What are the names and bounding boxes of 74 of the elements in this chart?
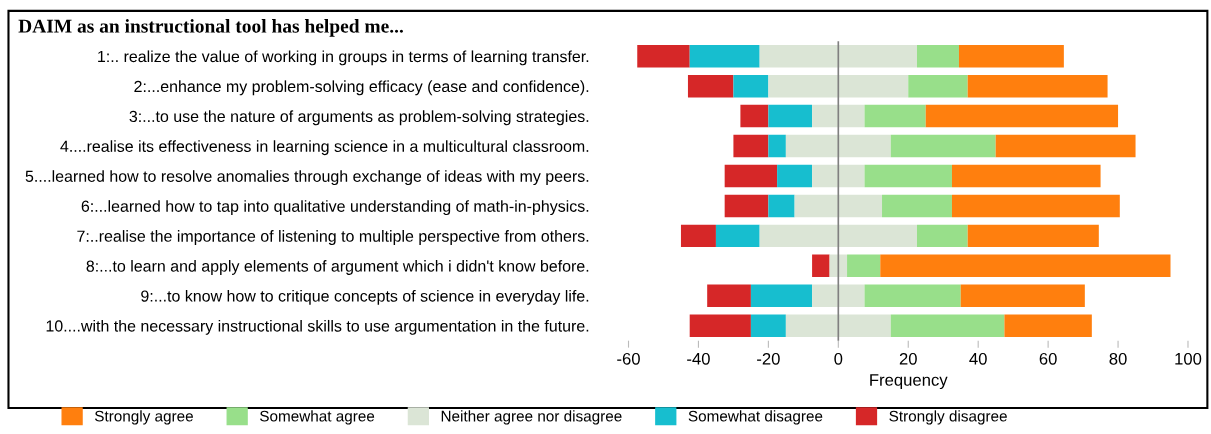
bar bbox=[794, 194, 883, 218]
bar bbox=[785, 134, 891, 158]
bar bbox=[864, 164, 952, 188]
y-tick-label: 5....learned how to resolve anomalies through exchange of ideas with my peers. bbox=[25, 170, 589, 186]
y-tick-label: 8:...to learn and apply elements of argument which i didn't know before. bbox=[86, 260, 589, 275]
y-tick-label: 6:...learned how to tap into qualitative understanding of math-in-physics. bbox=[81, 200, 589, 216]
legend-label: Somewhat agree bbox=[260, 410, 375, 425]
bar bbox=[847, 254, 881, 278]
bar bbox=[759, 44, 917, 68]
bar bbox=[750, 314, 786, 337]
y-tick-label: 1:.. realize the value of working in groups in terms of learning transfer. bbox=[98, 50, 589, 66]
x-tick-label: 80 bbox=[1109, 352, 1127, 365]
bar bbox=[733, 74, 769, 98]
y-tick-label: 4....realise its effectiveness in learning science in a multicultural classroom. bbox=[60, 140, 589, 156]
bar bbox=[880, 254, 1171, 278]
y-tick-label: 7:..realise the importance of listening to multiple perspective from others. bbox=[77, 230, 589, 245]
bar bbox=[967, 74, 1108, 98]
y-tick-label: 9:...to know how to critique concepts of science in everyday life. bbox=[141, 289, 589, 305]
bar bbox=[785, 314, 891, 337]
bar bbox=[995, 134, 1136, 158]
legend-label: Strongly disagree bbox=[889, 410, 1007, 425]
x-tick-label: 60 bbox=[1039, 352, 1057, 365]
bar bbox=[958, 44, 1064, 68]
bar bbox=[916, 224, 968, 248]
bar bbox=[925, 104, 1119, 128]
bar bbox=[864, 104, 926, 128]
bar bbox=[680, 224, 716, 248]
bar bbox=[812, 104, 865, 128]
x-axis-title: Frequency bbox=[870, 374, 948, 390]
bar bbox=[715, 224, 760, 248]
y-tick-label: 2:...enhance my problem-solving efficacy (ease and confidence). bbox=[134, 80, 589, 96]
bar bbox=[777, 164, 813, 188]
bar bbox=[740, 104, 769, 128]
bar bbox=[759, 224, 917, 248]
bar bbox=[689, 44, 760, 68]
bar bbox=[768, 194, 795, 218]
bar bbox=[724, 194, 769, 218]
bar bbox=[890, 314, 1005, 337]
bar bbox=[689, 314, 751, 337]
bar bbox=[768, 74, 909, 98]
x-tick-label: 20 bbox=[899, 352, 917, 365]
x-tick-label: 40 bbox=[969, 352, 987, 365]
bar bbox=[707, 284, 751, 307]
text: DAIM as an instructional tool has helped me... bbox=[18, 19, 403, 37]
bar bbox=[1004, 314, 1092, 337]
legend-label: Neither agree nor disagree bbox=[441, 410, 622, 425]
x-tick-label: -20 bbox=[757, 352, 780, 365]
x-tick-label: -40 bbox=[687, 352, 710, 365]
legend-label: Strongly agree bbox=[94, 410, 193, 425]
y-tick-label: 10....with the necessary instructional skills to use argumentation in the future. bbox=[46, 319, 589, 335]
bar bbox=[960, 284, 1085, 307]
bar bbox=[750, 284, 813, 307]
x-tick-label: 0 bbox=[834, 352, 843, 365]
bar bbox=[812, 164, 865, 188]
bar bbox=[916, 44, 959, 68]
legend-label: Somewhat disagree bbox=[688, 410, 823, 425]
bar bbox=[724, 164, 778, 188]
bar bbox=[733, 134, 769, 158]
x-tick-label: 100 bbox=[1175, 352, 1202, 365]
bar bbox=[864, 284, 961, 307]
bar bbox=[967, 224, 1099, 248]
bar bbox=[637, 44, 690, 68]
y-tick-label: 3:...to use the nature of arguments as problem-solving strategies. bbox=[129, 110, 589, 126]
bar bbox=[908, 74, 968, 98]
bar bbox=[687, 74, 734, 98]
bar bbox=[812, 254, 830, 278]
bar bbox=[768, 134, 786, 158]
bar bbox=[890, 134, 996, 158]
bar bbox=[951, 194, 1120, 218]
x-tick-label: -60 bbox=[617, 352, 640, 365]
bar bbox=[951, 164, 1101, 188]
bar bbox=[768, 104, 813, 128]
bar bbox=[882, 194, 952, 218]
bar bbox=[812, 284, 865, 307]
